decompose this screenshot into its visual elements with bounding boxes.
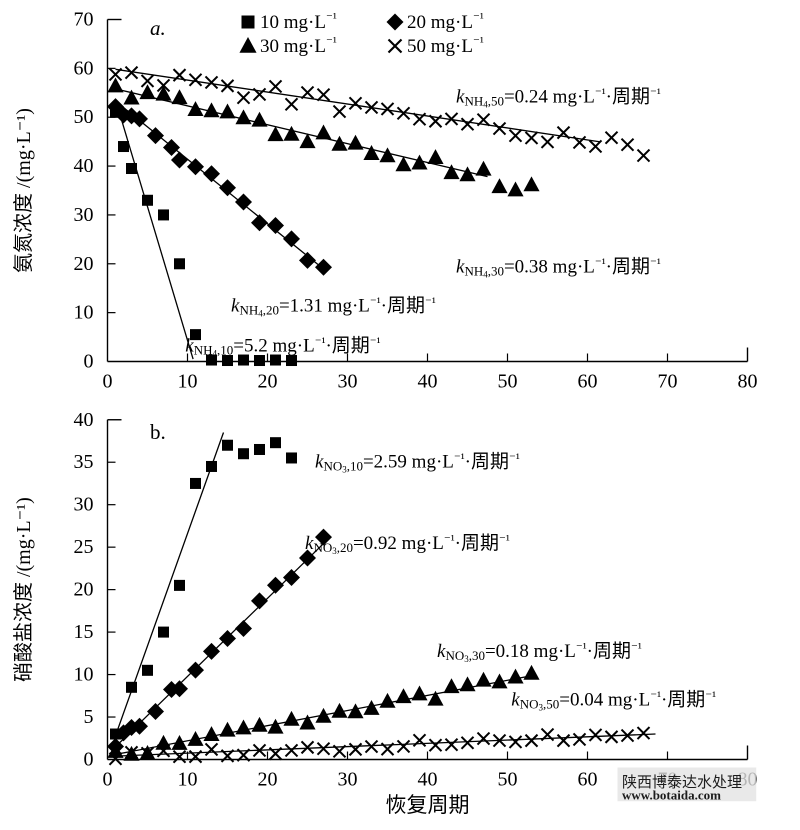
svg-text:70: 70 <box>658 371 678 393</box>
svg-text:30: 30 <box>74 204 94 226</box>
svg-text:a.: a. <box>150 16 166 40</box>
svg-text:30: 30 <box>338 769 358 791</box>
svg-text:80: 80 <box>738 371 758 393</box>
svg-text:40: 40 <box>418 769 438 791</box>
svg-text:20: 20 <box>74 579 94 601</box>
svg-text:40: 40 <box>74 155 94 177</box>
svg-text:35: 35 <box>74 451 94 473</box>
svg-text:30: 30 <box>338 371 358 393</box>
svg-text:40: 40 <box>74 409 94 431</box>
svg-text:0: 0 <box>103 769 113 791</box>
svg-text:10 mg·L⁻¹: 10 mg·L⁻¹ <box>260 10 337 34</box>
svg-text:60: 60 <box>578 371 598 393</box>
svg-text:0: 0 <box>84 749 94 771</box>
svg-text:50: 50 <box>74 106 94 128</box>
svg-text:恢复周期: 恢复周期 <box>386 793 470 817</box>
svg-text:10: 10 <box>74 302 94 324</box>
svg-text:60: 60 <box>74 57 94 79</box>
svg-text:40: 40 <box>418 371 438 393</box>
svg-text:10: 10 <box>74 664 94 686</box>
svg-text:20: 20 <box>258 371 278 393</box>
svg-text:20: 20 <box>74 253 94 275</box>
svg-text:www.botaida.com: www.botaida.com <box>622 788 721 803</box>
svg-text:60: 60 <box>578 769 598 791</box>
svg-text:50: 50 <box>498 371 518 393</box>
svg-text:30: 30 <box>74 494 94 516</box>
svg-text:20: 20 <box>258 769 278 791</box>
svg-text:15: 15 <box>74 621 94 643</box>
svg-text:10: 10 <box>178 371 198 393</box>
svg-text:10: 10 <box>178 769 198 791</box>
svg-text:5: 5 <box>84 706 94 728</box>
svg-text:50 mg·L⁻¹: 50 mg·L⁻¹ <box>407 34 484 58</box>
svg-text:70: 70 <box>74 9 94 31</box>
svg-text:硝酸盐浓度 /(mg·L⁻¹): 硝酸盐浓度 /(mg·L⁻¹) <box>12 497 35 682</box>
svg-text:50: 50 <box>498 769 518 791</box>
svg-text:20 mg·L⁻¹: 20 mg·L⁻¹ <box>407 10 484 34</box>
svg-text:25: 25 <box>74 536 94 558</box>
svg-text:30 mg·L⁻¹: 30 mg·L⁻¹ <box>260 34 337 58</box>
svg-text:0: 0 <box>103 371 113 393</box>
svg-text:b.: b. <box>150 420 166 444</box>
svg-text:氨氮浓度 /(mg·L⁻¹): 氨氮浓度 /(mg·L⁻¹) <box>12 108 35 273</box>
svg-text:0: 0 <box>84 351 94 373</box>
